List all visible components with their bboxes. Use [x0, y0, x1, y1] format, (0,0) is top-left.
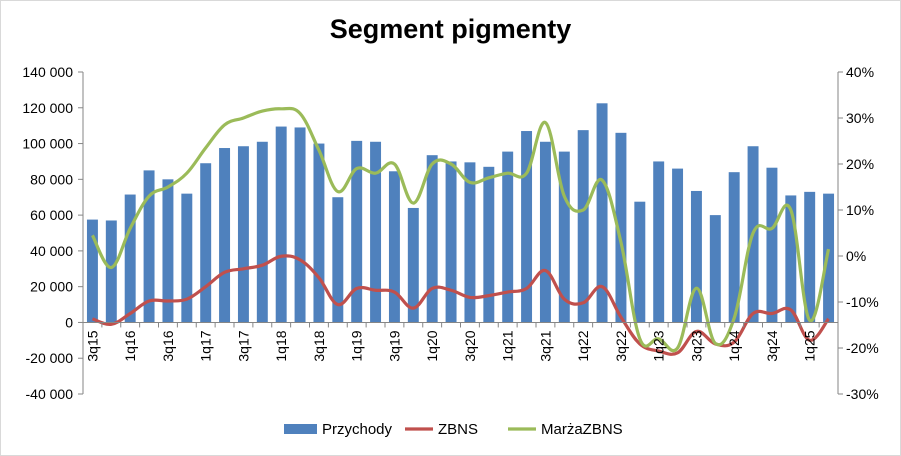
bar-4q15 [105, 220, 117, 323]
x-tick-label: 3q22 [613, 330, 629, 361]
bar-1q23 [653, 161, 665, 323]
y-left-tick-label: 80 000 [30, 171, 73, 187]
y-left-tick-label: -20 000 [26, 350, 74, 366]
legend-label-marżazbns: MarżaZBNS [541, 421, 623, 438]
bar-4q20 [483, 166, 495, 323]
chart-title: Segment pigmenty [329, 14, 572, 44]
y-right-tick-label: 20% [846, 156, 874, 172]
bar-3q24 [766, 167, 778, 323]
x-tick-label: 1q17 [198, 330, 214, 361]
bar-2q22 [596, 103, 608, 323]
y-right-tick-label: -30% [846, 386, 879, 402]
bars-group [86, 103, 835, 323]
bar-2q17 [219, 148, 231, 323]
bar-3q22 [615, 132, 627, 323]
x-tick-label: 1q19 [349, 330, 365, 361]
x-tick-label: 3q21 [537, 330, 553, 361]
bar-3q17 [237, 146, 249, 323]
y-left-tick-label: 60 000 [30, 207, 73, 223]
bar-1q22 [577, 130, 589, 323]
bar-3q16 [162, 179, 174, 323]
y-left-tick-label: 120 000 [22, 100, 73, 116]
line-zbns [91, 254, 830, 356]
x-tick-label: 3q18 [311, 330, 327, 361]
x-tick-label: 1q23 [651, 330, 667, 361]
x-tick-label: 1q18 [273, 330, 289, 361]
x-tick-label: 3q16 [160, 330, 176, 361]
x-tick-label: 1q16 [122, 330, 138, 361]
bar-3q23 [690, 190, 702, 323]
y-left-tick-label: 100 000 [22, 136, 73, 152]
x-tick-label: 3q24 [764, 330, 780, 361]
bar-3q19 [388, 171, 400, 323]
bar-2q20 [445, 161, 457, 323]
legend-swatch-przychody [284, 424, 317, 434]
y-right-tick-label: 40% [846, 64, 874, 80]
x-tick-label: 1q22 [575, 330, 591, 361]
bar-2q19 [370, 141, 382, 323]
bar-1q20 [426, 155, 438, 323]
x-tick-label: 3q20 [462, 330, 478, 361]
bar-1q18 [275, 126, 287, 323]
x-tick-label: 1q20 [424, 330, 440, 361]
bar-3q15 [86, 219, 98, 323]
y-right-tick-label: -10% [846, 294, 879, 310]
bar-3q21 [539, 141, 551, 323]
legend-label-zbns: ZBNS [438, 421, 478, 438]
y-right-tick-label: 30% [846, 110, 874, 126]
bar-4q22 [634, 201, 646, 323]
axes-group: -40 000 -20 000 0 20 000 40 000 60 000 80 000 1… [22, 64, 878, 402]
bar-4q21 [558, 151, 570, 323]
x-tick-label: 1q25 [802, 330, 818, 361]
x-tick-label: 1q24 [726, 330, 742, 361]
bar-2q16 [143, 170, 155, 323]
bar-1q25 [804, 191, 816, 323]
bar-1q16 [124, 194, 136, 323]
bar-3q20 [464, 162, 476, 323]
bar-4q16 [181, 193, 193, 323]
bar-3q18 [313, 143, 325, 323]
y-left-tick-label: 40 000 [30, 243, 73, 259]
lines-group [91, 106, 831, 356]
bar-1q24 [728, 172, 740, 323]
bar-4q24 [785, 195, 797, 323]
line-marżazbns [91, 106, 831, 353]
y-right-tick-label: -20% [846, 340, 879, 356]
bar-1q19 [351, 140, 363, 323]
y-right-tick-label: 0% [846, 248, 866, 264]
x-tick-label: 3q23 [688, 330, 704, 361]
y-left-tick-label: 140 000 [22, 64, 73, 80]
y-right-tick-label: 10% [846, 202, 874, 218]
bar-2q23 [672, 168, 684, 323]
x-tick-label: 3q15 [84, 330, 100, 361]
x-tick-label: 3q17 [235, 330, 251, 361]
legend: Przychody ZBNS MarżaZBNS [284, 421, 623, 438]
bar-4q19 [407, 207, 419, 323]
y-left-tick-label: 20 000 [30, 279, 73, 295]
y-left-tick-label: -40 000 [26, 386, 74, 402]
bar-4q23 [709, 215, 721, 323]
bar-2q18 [294, 127, 306, 323]
x-tick-label: 3q19 [386, 330, 402, 361]
bar-2q21 [521, 131, 533, 323]
x-tick-label: 1q21 [500, 330, 516, 361]
bar-1q17 [200, 163, 212, 323]
bar-4q18 [332, 197, 344, 323]
y-left-tick-label: 0 [65, 314, 73, 330]
bar-4q17 [256, 141, 268, 323]
bar-1q21 [502, 151, 514, 323]
bar-2q25 [823, 193, 835, 323]
legend-label-przychody: Przychody [322, 421, 393, 438]
